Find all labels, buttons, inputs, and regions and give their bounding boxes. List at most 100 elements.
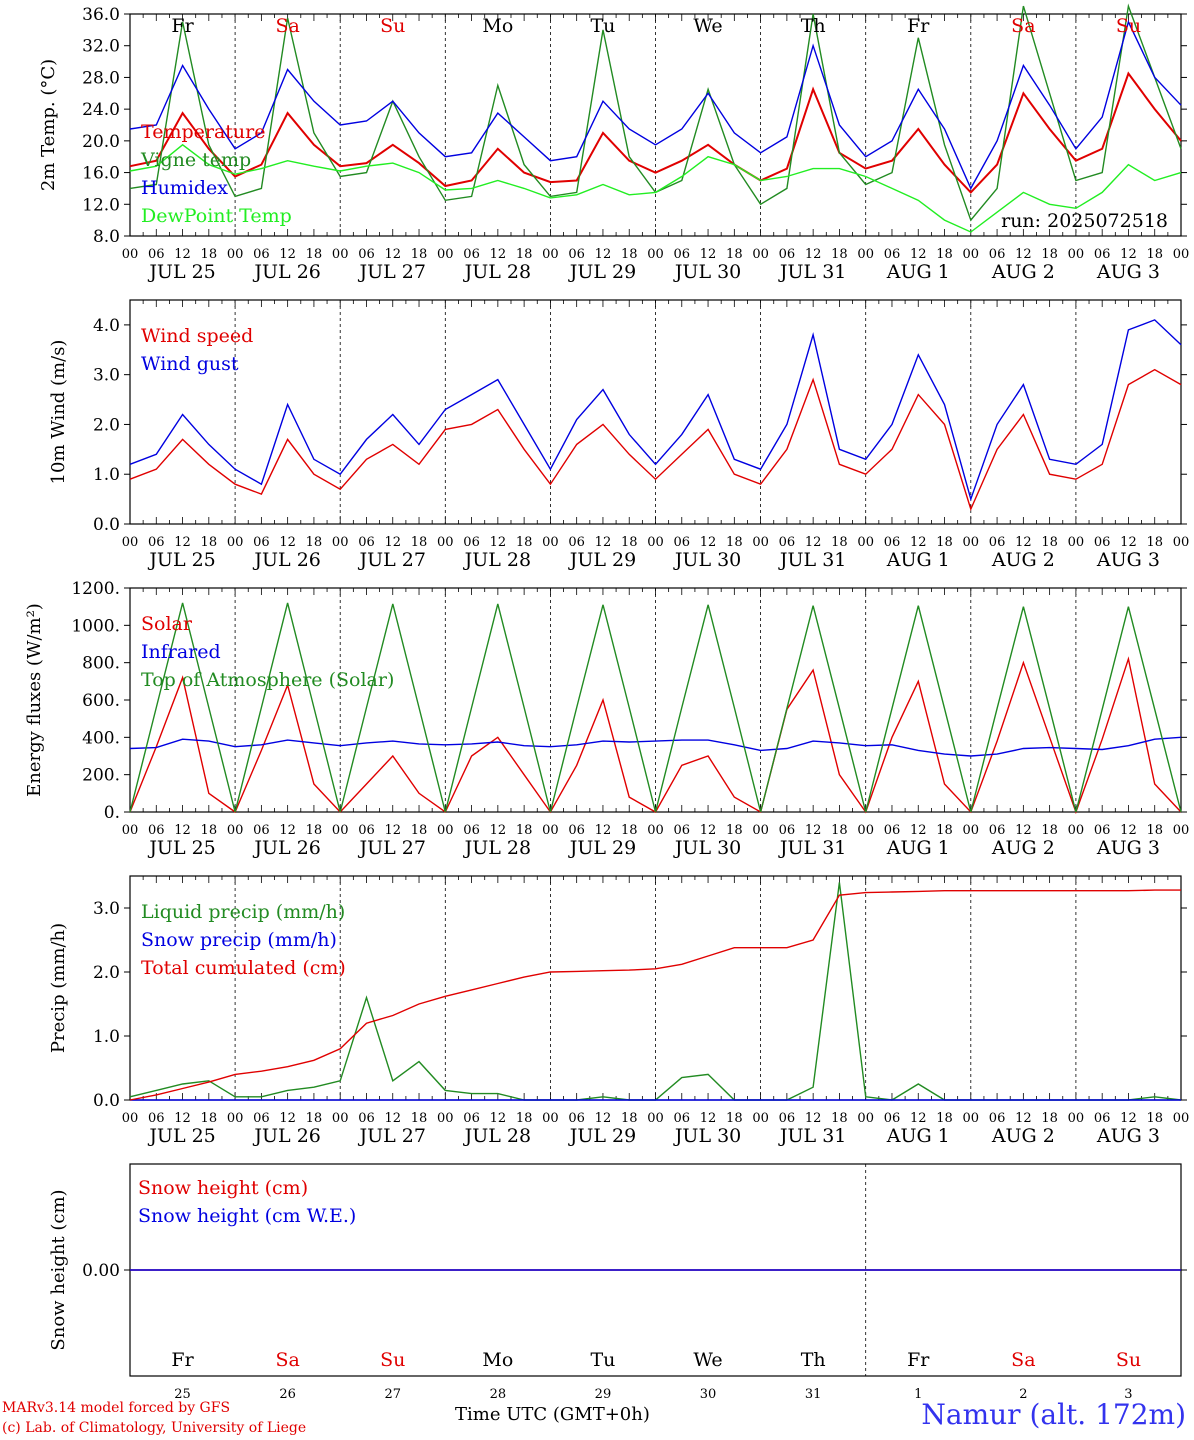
date-label: JUL 31 [778,1125,846,1147]
date-label: AUG 3 [1096,549,1160,571]
hour-tick-label: 12 [700,535,717,550]
hour-tick-label: 06 [253,823,270,838]
hour-tick-label: 00 [542,535,559,550]
y-tick-label: 20.0 [82,132,120,152]
hour-tick-label: 12 [805,1111,822,1126]
date-label: JUL 26 [252,1125,320,1147]
hour-tick-label: 06 [674,535,691,550]
y-tick-label: 36.0 [82,5,120,25]
y-axis-label: 2m Temp. (°C) [38,59,59,191]
hour-tick-label: 06 [674,1111,691,1126]
model-credit: MARv3.14 model forced by GFS [2,1400,231,1416]
day-number: 27 [384,1387,401,1402]
y-tick-label: 3.0 [93,366,120,386]
hour-tick-label: 12 [1120,1111,1137,1126]
legend-entry: Liquid precip (mm/h) [141,901,345,923]
hour-tick-label: 06 [253,535,270,550]
hour-tick-label: 06 [779,823,796,838]
location-label: Namur (alt. 172m) [921,1398,1186,1431]
hour-tick-label: 00 [122,823,139,838]
hour-tick-label: 12 [1015,535,1032,550]
hour-tick-label: 00 [647,247,664,262]
hour-tick-label: 00 [332,1111,349,1126]
day-number: 30 [700,1387,717,1402]
legend-entry: Vigne temp [140,149,251,171]
date-label: JUL 30 [673,549,741,571]
y-tick-label: 1.0 [93,1027,120,1047]
hour-tick-label: 12 [805,535,822,550]
y-tick-label: 1200. [71,579,120,599]
hour-tick-label: 00 [1173,1111,1190,1126]
hour-tick-label: 12 [910,823,927,838]
y-tick-label: 28.0 [82,68,120,88]
panel-2 [124,299,1187,525]
hour-tick-label: 06 [463,823,480,838]
hour-tick-label: 18 [516,535,533,550]
hour-tick-label: 06 [884,1111,901,1126]
hour-tick-label: 06 [463,535,480,550]
y-tick-label: 16.0 [82,164,120,184]
hour-tick-label: 00 [752,247,769,262]
hour-tick-label: 18 [201,247,218,262]
legend-entry: Snow height (cm) [138,1177,308,1199]
hour-tick-label: 06 [463,1111,480,1126]
hour-tick-label: 18 [726,247,743,262]
hour-tick-label: 18 [936,823,953,838]
day-number: 2 [1019,1387,1027,1402]
hour-tick-label: 12 [174,823,191,838]
legend-entry: Snow precip (mm/h) [141,929,337,951]
day-name: Mo [482,15,513,37]
hour-tick-label: 06 [1094,535,1111,550]
hour-tick-label: 12 [595,535,612,550]
hour-tick-label: 18 [201,535,218,550]
hour-tick-label: 12 [910,247,927,262]
hour-tick-label: 00 [542,1111,559,1126]
hour-tick-label: 18 [621,247,638,262]
date-label: JUL 26 [252,261,320,283]
series-line-wind-speed [129,368,1182,512]
hour-tick-label: 00 [857,823,874,838]
hour-tick-label: 18 [726,535,743,550]
hour-tick-label: 18 [1146,247,1163,262]
series-line-wind-gust [129,319,1182,502]
date-label: AUG 2 [991,837,1055,859]
date-label: JUL 30 [673,1125,741,1147]
panel-5 [124,1163,1187,1377]
date-label: AUG 3 [1096,261,1160,283]
hour-tick-label: 18 [936,1111,953,1126]
hour-tick-label: 00 [227,535,244,550]
hour-tick-label: 00 [332,247,349,262]
hour-tick-label: 12 [910,535,927,550]
hour-tick-label: 06 [989,1111,1006,1126]
hour-tick-label: 12 [910,1111,927,1126]
hour-tick-label: 00 [437,1111,454,1126]
series-line-dewpoint-temp [129,143,1182,233]
legend-entry: Solar [141,613,193,635]
hour-tick-label: 12 [279,247,296,262]
y-tick-label: 0.0 [93,1091,120,1111]
date-label: JUL 25 [147,1125,215,1147]
day-name: Su [1116,15,1141,37]
panel-frame [129,587,1182,813]
hour-tick-label: 06 [568,823,585,838]
y-tick-label: 400. [82,728,120,748]
hour-tick-label: 00 [1068,823,1085,838]
hour-tick-label: 12 [384,247,401,262]
hour-tick-label: 06 [358,535,375,550]
series-line-temperature [129,71,1182,194]
hour-tick-label: 12 [279,823,296,838]
day-name: Fr [171,1349,194,1371]
hour-tick-label: 00 [1173,823,1190,838]
date-label: AUG 3 [1096,1125,1160,1147]
date-label: JUL 27 [358,549,426,571]
date-label: JUL 30 [673,837,741,859]
hour-tick-label: 06 [884,535,901,550]
hour-tick-label: 00 [963,1111,980,1126]
y-tick-label: 0.00 [82,1261,120,1281]
hour-tick-label: 12 [1015,1111,1032,1126]
day-name: Mo [482,1349,513,1371]
day-name: Tu [590,1349,615,1371]
date-label: AUG 3 [1096,837,1160,859]
run-label: run: 2025072518 [1001,210,1168,232]
legend-entry: Wind speed [141,325,253,347]
